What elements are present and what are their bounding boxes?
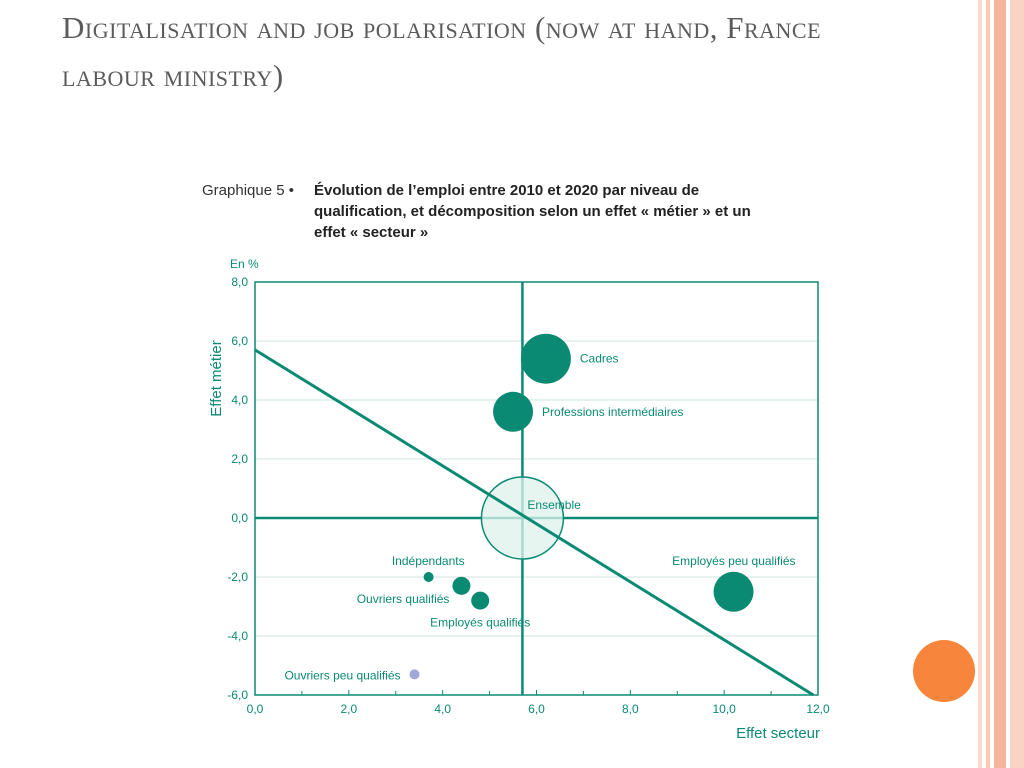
point-label: Employés qualifiés bbox=[430, 616, 530, 630]
decorative-stripes bbox=[978, 0, 1024, 768]
point-label: Ensemble bbox=[527, 498, 581, 512]
bubble-point bbox=[452, 576, 471, 595]
point-label: Employés peu qualifiés bbox=[672, 554, 795, 568]
point-label: Ouvriers qualifiés bbox=[357, 592, 450, 606]
bubble-point bbox=[480, 476, 565, 560]
y-tick-label: -6,0 bbox=[227, 688, 248, 702]
y-tick-label: 8,0 bbox=[231, 275, 248, 289]
point-label: Ouvriers peu qualifiés bbox=[284, 668, 400, 682]
bubble-point bbox=[471, 591, 490, 610]
y-tick-label: 4,0 bbox=[231, 393, 248, 407]
x-tick-label: 2,0 bbox=[340, 702, 357, 716]
x-tick-label: 10,0 bbox=[712, 702, 736, 716]
x-axis-title: Effet secteur bbox=[736, 725, 820, 742]
chart-title: Évolution de l’emploi entre 2010 et 2020… bbox=[314, 182, 751, 241]
x-tick-label: 0,0 bbox=[247, 702, 264, 716]
y-tick-label: -4,0 bbox=[227, 629, 248, 643]
y-tick-label: 2,0 bbox=[231, 452, 248, 466]
x-tick-label: 4,0 bbox=[434, 702, 451, 716]
decorative-orange-circle bbox=[913, 640, 975, 702]
labels: 0,0 2,0 4,0 6,0 8,0 10,0 12,0 8,0 6,0 4,0 2,0 0,0 -2… bbox=[208, 257, 830, 742]
y-axis-title: Effet métier bbox=[208, 340, 225, 416]
bubble-point bbox=[423, 572, 434, 582]
point-label: Cadres bbox=[580, 352, 619, 366]
point-label: Indépendants bbox=[392, 554, 465, 568]
axes bbox=[254, 281, 819, 696]
x-tick-label: 6,0 bbox=[528, 702, 545, 716]
bubble-point bbox=[409, 669, 420, 680]
x-tick-label: 12,0 bbox=[806, 702, 830, 716]
bubble-point bbox=[713, 571, 754, 612]
y-tick-label: -2,0 bbox=[227, 570, 248, 584]
y-tick-label: 0,0 bbox=[231, 511, 248, 525]
slide-title: Digitalisation and job polarisation (now… bbox=[62, 10, 822, 93]
data-points bbox=[409, 333, 754, 680]
y-tick-label: 6,0 bbox=[231, 334, 248, 348]
unit-label: En % bbox=[230, 257, 259, 271]
diagonal-reference-line bbox=[254, 348, 815, 697]
bubble-point bbox=[520, 333, 571, 384]
x-tick-label: 8,0 bbox=[622, 702, 639, 716]
chart-prefix: Graphique 5 • bbox=[202, 182, 294, 199]
bubble-point bbox=[493, 391, 534, 432]
point-label: Professions intermédiaires bbox=[542, 405, 683, 419]
